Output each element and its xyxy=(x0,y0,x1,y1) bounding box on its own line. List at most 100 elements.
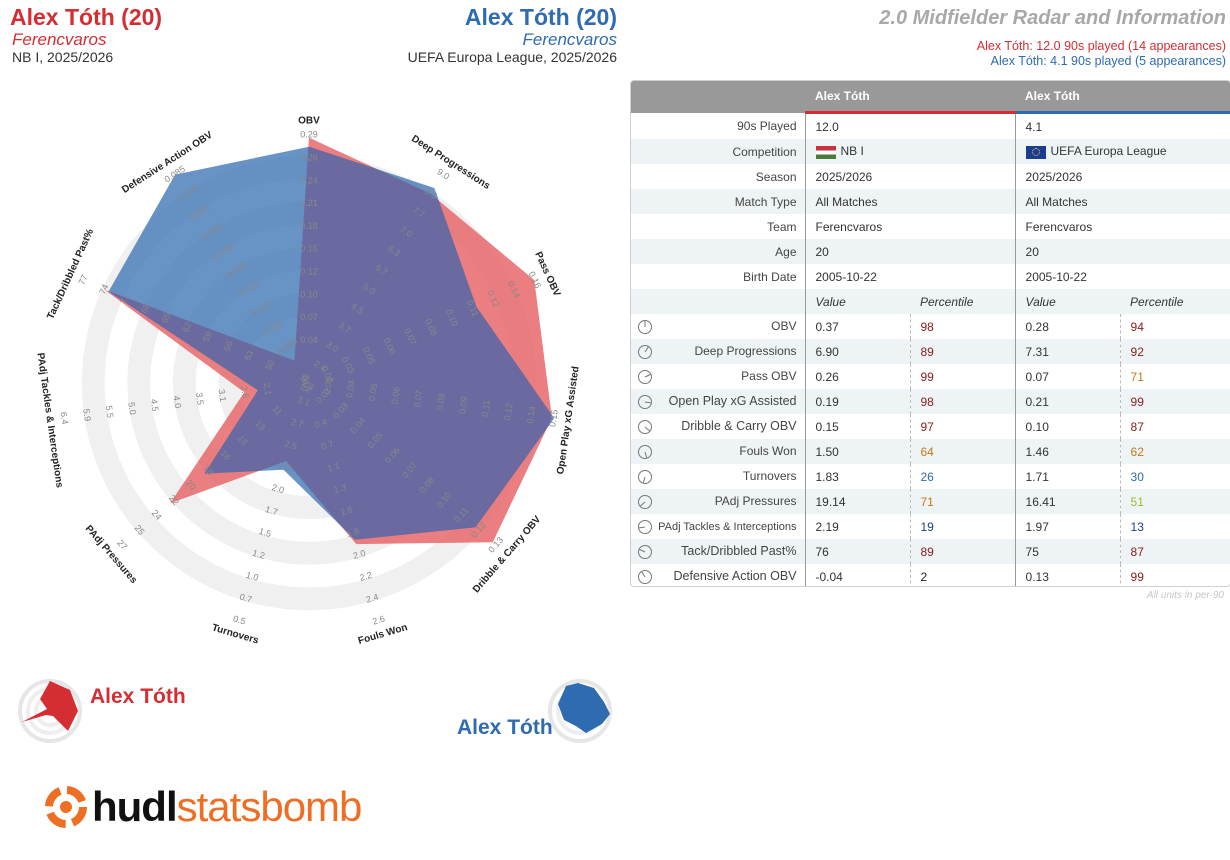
stat-label: OBV xyxy=(631,314,805,339)
radar-tick-label: 15 xyxy=(236,433,250,447)
radar-tick-label: 2.6 xyxy=(371,614,386,627)
stat-value-b: 1.97 xyxy=(1014,514,1121,539)
table-row: Birth Date 2005-10-22 2005-10-22 xyxy=(631,264,1230,289)
value-a: 12.0 xyxy=(804,112,1016,139)
legend-red-name: Alex Tóth xyxy=(90,685,186,708)
radar-tick-label: 1.8 xyxy=(346,526,361,539)
stat-dial-icon xyxy=(638,344,652,359)
subtitle-red: Alex Tóth: 12.0 90s played (14 appearanc… xyxy=(976,39,1226,53)
radar-chart: 0.04 0.07 0.10 0.12 0.15 0.18 0.21 0.24 0.26 0.29… xyxy=(34,116,581,647)
radar-tick-label: 0.15 xyxy=(300,244,318,254)
stat-percentile-a: 97 xyxy=(909,414,1016,439)
table-row: Match Type All Matches All Matches xyxy=(631,189,1230,214)
value-a-text: All Matches xyxy=(815,194,878,209)
radar-tick-label: 0.12 xyxy=(502,402,514,421)
value-a: Ferencvaros xyxy=(804,214,1016,239)
table-row: Deep Progressions 6.90 89 7.31 92 xyxy=(631,339,1230,364)
value-a-text: 2005-10-22 xyxy=(815,269,877,284)
stat-value-a: 0.26 xyxy=(804,364,910,389)
table-header-blank xyxy=(631,81,805,113)
logo-rest: statsbomb xyxy=(176,783,363,830)
stat-dial-icon xyxy=(638,569,652,584)
value-b: UEFA Europa League xyxy=(1014,139,1230,164)
right-player-name: Alex Tóth (20) xyxy=(464,4,617,30)
table-subheader-row: Value Percentile Value Percentile xyxy=(631,289,1230,314)
table-row: Fouls Won 1.50 64 1.46 62 xyxy=(631,439,1230,464)
stat-value-b: 0.07 xyxy=(1014,364,1121,389)
hungary-flag-icon xyxy=(815,145,836,159)
stat-percentile-b: 87 xyxy=(1119,539,1230,564)
radar-tick-label: 0.26 xyxy=(300,152,318,162)
left-team-name: Ferencvaros xyxy=(12,30,107,49)
value-b-text: Ferencvaros xyxy=(1025,219,1093,234)
value-b: 2005-10-22 xyxy=(1014,264,1230,289)
stat-value-b: 7.31 xyxy=(1014,339,1121,364)
stat-label: Turnovers xyxy=(631,464,805,489)
right-team-name: Ferencvaros xyxy=(522,30,617,49)
stat-label: Defensive Action OBV xyxy=(631,564,805,586)
stat-value-b: 16.41 xyxy=(1014,489,1121,514)
radar-tick-label: 53 xyxy=(242,349,255,362)
stat-dial-icon xyxy=(638,469,652,484)
stat-percentile-b: 99 xyxy=(1119,389,1230,414)
table-row: OBV 0.37 98 0.28 94 xyxy=(631,314,1230,339)
value-b-text: All Matches xyxy=(1025,194,1088,209)
table-header-player-b: Alex Tóth xyxy=(1015,81,1230,114)
table-row: Tack/Dribbled Past% 76 89 75 87 xyxy=(631,539,1230,564)
row-label: Age xyxy=(631,239,805,264)
page-title: 2.0 Midfielder Radar and Information xyxy=(879,7,1226,29)
table-row: Age 20 20 xyxy=(631,239,1230,264)
stat-label: PAdj Tackles & Interceptions xyxy=(631,514,805,539)
radar-tick-label: 2.1 xyxy=(262,382,274,396)
stat-percentile-a: 2 xyxy=(909,564,1016,586)
radar-tick-label: 1.5 xyxy=(258,526,273,539)
table-header-player-a: Alex Tóth xyxy=(805,81,1016,114)
radar-tick-label: 2.2 xyxy=(277,460,292,473)
stat-label-text: Open Play xG Assisted xyxy=(668,393,797,408)
stat-value-a: 1.83 xyxy=(804,464,910,489)
radar-tick-label: 59 xyxy=(201,330,214,343)
radar-tick-label: 0.5 xyxy=(232,614,247,627)
radar-tick-label: 0.21 xyxy=(300,198,318,208)
stat-percentile-b: 51 xyxy=(1119,489,1230,514)
stat-percentile-b: 13 xyxy=(1119,514,1230,539)
stat-value-a: 2.19 xyxy=(804,514,910,539)
value-b: 2025/2026 xyxy=(1014,164,1230,189)
row-label: Season xyxy=(755,169,797,184)
value-a-text: NB I xyxy=(840,144,864,159)
table-row: Dribble & Carry OBV 0.15 97 0.10 87 xyxy=(631,414,1230,439)
stat-value-a: -0.04 xyxy=(804,564,910,586)
stat-percentile-a: 98 xyxy=(909,314,1016,339)
value-b-text: 2025/2026 xyxy=(1025,169,1083,184)
radar-tick-label: 27 xyxy=(115,538,129,552)
stat-percentile-b: 87 xyxy=(1119,414,1230,439)
table-row: PAdj Pressures 19.14 71 16.41 51 xyxy=(631,489,1230,514)
value-a: All Matches xyxy=(804,189,1016,214)
value-a-text: 2025/2026 xyxy=(815,169,873,184)
radar-tick-label: 20 xyxy=(184,478,198,492)
value-b-text: 2005-10-22 xyxy=(1025,269,1087,284)
radar-tick-label: 2.0 xyxy=(271,482,286,495)
radar-tick-label: 13 xyxy=(253,418,267,432)
stat-label-text: Defensive Action OBV xyxy=(673,568,797,583)
right-competition: UEFA Europa League, 2025/2026 xyxy=(407,49,617,65)
row-label: Birth Date xyxy=(743,269,797,284)
radar-tick-label: 3.1 xyxy=(217,389,229,403)
radar-tick-label: 3.5 xyxy=(194,392,206,406)
stat-label-text: Turnovers xyxy=(742,468,797,483)
stats-table: Alex Tóth Alex Tóth 90s Played 12.0 4.1 Com… xyxy=(630,80,1230,587)
value-a: 20 xyxy=(804,239,1016,264)
table-row: Competition NB I UEFA Europa League xyxy=(631,139,1230,164)
radar-tick-label: 2.5 xyxy=(283,439,298,452)
radar-tick-label: 0.05 xyxy=(367,383,379,402)
radar-tick-label: 2.4 xyxy=(365,592,380,605)
stat-value-b: 0.28 xyxy=(1014,314,1121,339)
col-value-a: Value xyxy=(804,289,910,314)
radar-tick-label: 22 xyxy=(167,493,181,507)
value-a-text: 12.0 xyxy=(815,119,839,134)
stat-value-b: 0.13 xyxy=(1014,564,1121,586)
row-label: Team xyxy=(767,219,797,234)
table-row: PAdj Tackles & Interceptions 2.19 19 1.97 13 xyxy=(631,514,1230,539)
eu-flag-icon xyxy=(1025,145,1046,159)
table-row: Team Ferencvaros Ferencvaros xyxy=(631,214,1230,239)
